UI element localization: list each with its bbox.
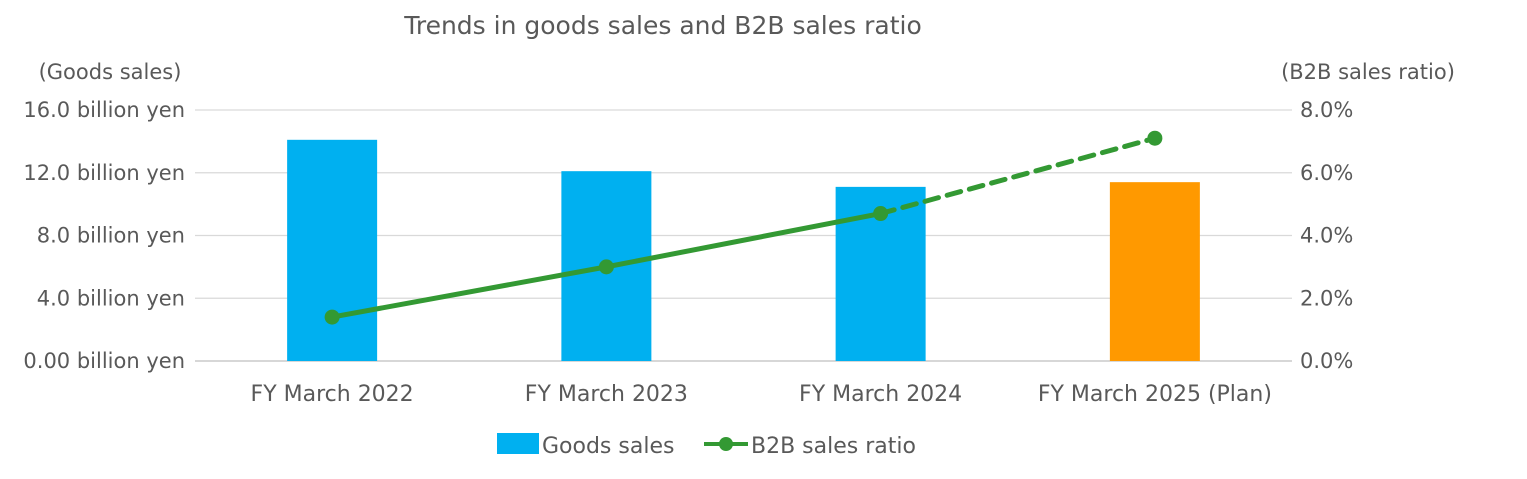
legend: Goods sales B2B sales ratio	[497, 433, 916, 459]
right-tick-label: 4.0%	[1300, 224, 1353, 248]
category-labels: FY March 2022 FY March 2023 FY March 2024 F…	[251, 382, 1272, 407]
point-b2b-ratio	[598, 259, 614, 275]
right-tick-label: 2.0%	[1300, 286, 1353, 310]
left-tick-label: 8.0 billion yen	[37, 224, 185, 248]
bar-goods-sales	[287, 139, 378, 361]
legend-goods-sales-swatch	[497, 433, 539, 454]
left-axis-label: (Goods sales)	[39, 60, 182, 84]
left-tick-label: 12.0 billion yen	[23, 161, 185, 185]
gridlines	[195, 109, 1292, 362]
category-label: FY March 2022	[251, 382, 414, 407]
left-tick-label: 4.0 billion yen	[37, 286, 185, 310]
category-label: FY March 2024	[799, 382, 962, 407]
chart-title: Trends in goods sales and B2B sales rati…	[403, 11, 922, 40]
line-segment	[329, 264, 609, 320]
legend-b2b-ratio-marker	[719, 437, 733, 451]
point-b2b-ratio	[873, 206, 889, 222]
line-segment-plan	[878, 135, 1158, 217]
b2b-ratio-line	[324, 130, 1163, 325]
left-axis-ticks: 0.00 billion yen 4.0 billion yen 8.0 billi…	[23, 98, 185, 373]
goods-sales-bars	[287, 139, 1200, 361]
right-tick-label: 6.0%	[1300, 161, 1353, 185]
right-axis-label: (B2B sales ratio)	[1281, 60, 1455, 84]
legend-goods-sales-label: Goods sales	[542, 434, 674, 459]
line-segment	[603, 211, 884, 270]
right-tick-label: 8.0%	[1300, 98, 1353, 122]
legend-b2b-ratio-label: B2B sales ratio	[751, 434, 916, 459]
category-label: FY March 2023	[525, 382, 688, 407]
right-tick-label: 0.0%	[1300, 349, 1353, 373]
right-axis-ticks: 0.0% 2.0% 4.0% 6.0% 8.0%	[1300, 98, 1353, 373]
bar-goods-sales	[1109, 182, 1200, 361]
point-b2b-ratio	[1147, 130, 1163, 146]
left-tick-label: 0.00 billion yen	[23, 349, 185, 373]
category-label: FY March 2025 (Plan)	[1038, 382, 1272, 407]
left-tick-label: 16.0 billion yen	[23, 98, 185, 122]
point-b2b-ratio	[324, 309, 340, 325]
